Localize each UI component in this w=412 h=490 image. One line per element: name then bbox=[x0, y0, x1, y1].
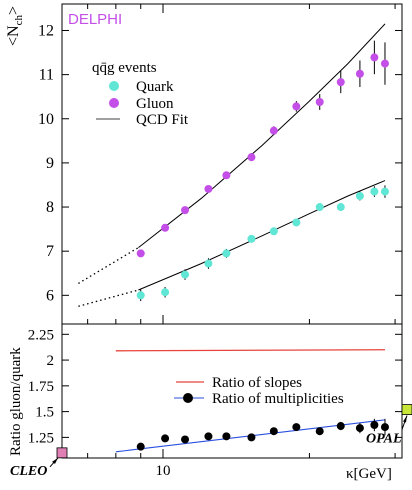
x-ticks: 10 bbox=[87, 4, 396, 479]
gluon-point-12 bbox=[380, 59, 389, 68]
gluon-point-1 bbox=[161, 223, 170, 232]
top-y-axis-label-suffix: > bbox=[5, 6, 22, 15]
gluon-point-2 bbox=[181, 206, 190, 215]
top-y-axis-label-sub: ch bbox=[13, 15, 25, 26]
quark-point-4 bbox=[222, 249, 231, 258]
fit-curve-1 bbox=[138, 180, 386, 291]
experiment-label: DELPHI bbox=[68, 11, 122, 28]
ratio-point-1 bbox=[161, 434, 170, 443]
bottom-data-points bbox=[136, 418, 389, 451]
bottom-y-tick-label-3: 2 bbox=[47, 353, 55, 369]
ratio-point-12 bbox=[380, 423, 389, 432]
opal-arrow-head bbox=[403, 415, 407, 423]
ratio-point-7 bbox=[292, 423, 301, 432]
cleo-label: CLEO bbox=[10, 464, 47, 479]
quark-point-12 bbox=[380, 187, 389, 196]
legend-ratio-marker bbox=[183, 393, 193, 403]
fit-curve-0 bbox=[138, 23, 386, 248]
ratio-point-4 bbox=[222, 432, 231, 441]
ratio-point-6 bbox=[269, 427, 278, 436]
quark-point-0 bbox=[136, 291, 145, 300]
quark-point-2 bbox=[181, 270, 190, 279]
opal-marker bbox=[401, 404, 412, 415]
opal-label: OPAL bbox=[366, 432, 402, 447]
ratio-point-11 bbox=[370, 421, 379, 430]
top-y-tick-label-2: 8 bbox=[46, 199, 54, 216]
quark-point-10 bbox=[355, 192, 364, 200]
ratio-point-2 bbox=[181, 435, 190, 444]
top-y-tick-label-5: 11 bbox=[39, 67, 54, 84]
top-legend: qq̄g events Quark Gluon QCD Fit bbox=[92, 60, 189, 128]
ratio-point-0 bbox=[136, 442, 145, 451]
legend-title: qq̄g events bbox=[92, 60, 157, 76]
legend-ratio-label: Ratio of multiplicities bbox=[212, 391, 344, 407]
top-panel-frame bbox=[61, 3, 403, 325]
legend-gluon-marker bbox=[109, 98, 119, 108]
gluon-point-3 bbox=[204, 184, 213, 193]
x-axis-label: κ[GeV] bbox=[346, 466, 392, 482]
top-y-tick-label-3: 9 bbox=[46, 155, 54, 172]
quark-point-1 bbox=[161, 288, 170, 297]
cleo-arrow-head bbox=[52, 457, 58, 464]
quark-point-11 bbox=[370, 187, 379, 196]
gluon-point-0 bbox=[136, 249, 145, 258]
bottom-legend: Ratio of slopes Ratio of multiplicities bbox=[174, 375, 344, 407]
top-y-axis-label: <Nch> bbox=[5, 6, 25, 46]
bottom-y-axis-label: Ratio gluon/quark bbox=[8, 347, 24, 456]
quark-point-9 bbox=[336, 203, 345, 212]
cleo-marker bbox=[56, 447, 68, 459]
top-y-tick-label-0: 6 bbox=[46, 287, 54, 304]
quark-point-3 bbox=[204, 259, 213, 268]
legend-slopes-label: Ratio of slopes bbox=[212, 375, 302, 391]
ratio-point-5 bbox=[247, 433, 256, 442]
ratio-point-9 bbox=[336, 422, 345, 431]
top-y-tick-label-1: 7 bbox=[46, 243, 54, 260]
legend-quark-marker bbox=[109, 81, 119, 91]
ratio-point-10 bbox=[355, 424, 364, 433]
bottom-y-tick-label-2: 1.75 bbox=[28, 379, 54, 395]
legend-gluon-label: Gluon bbox=[136, 96, 174, 112]
gluon-point-7 bbox=[292, 102, 301, 111]
bottom-panel-frame bbox=[61, 323, 403, 459]
top-y-axis-label-prefix: <N bbox=[5, 25, 22, 46]
reference-markers: CLEO OPAL bbox=[10, 404, 412, 479]
top-y-ticks: 6 7 8 9 10 11 12 bbox=[38, 22, 402, 304]
legend-quark-label: Quark bbox=[136, 79, 174, 95]
quark-point-5 bbox=[247, 234, 256, 243]
x-tick-label-0: 10 bbox=[155, 463, 170, 479]
bottom-y-tick-label-4: 2.25 bbox=[28, 327, 54, 343]
slopes-ratio-line bbox=[115, 349, 385, 352]
quark-point-6 bbox=[269, 227, 278, 236]
quark-point-7 bbox=[292, 218, 301, 227]
top-data-points bbox=[136, 40, 389, 302]
gluon-point-6 bbox=[269, 126, 278, 135]
fit-extrapolation-1 bbox=[78, 289, 139, 307]
fit-extrapolation-0 bbox=[78, 247, 139, 284]
top-y-tick-label-6: 12 bbox=[38, 22, 54, 39]
top-fit-curves bbox=[78, 23, 386, 307]
ratio-point-8 bbox=[315, 427, 324, 436]
top-y-tick-label-4: 10 bbox=[38, 111, 54, 128]
quark-point-8 bbox=[315, 203, 324, 212]
gluon-point-8 bbox=[315, 97, 324, 106]
gluon-point-9 bbox=[336, 78, 345, 87]
bottom-y-tick-label-0: 1.25 bbox=[28, 430, 54, 446]
ratio-point-3 bbox=[204, 432, 213, 441]
gluon-point-5 bbox=[247, 153, 256, 162]
gluon-point-11 bbox=[370, 53, 379, 62]
legend-fit-label: QCD Fit bbox=[136, 112, 189, 128]
bottom-y-ticks: 1.25 1.5 1.75 2 2.25 bbox=[28, 327, 402, 446]
gluon-point-10 bbox=[355, 69, 364, 78]
gluon-point-4 bbox=[222, 171, 231, 180]
bottom-y-tick-label-1: 1.5 bbox=[35, 405, 54, 421]
